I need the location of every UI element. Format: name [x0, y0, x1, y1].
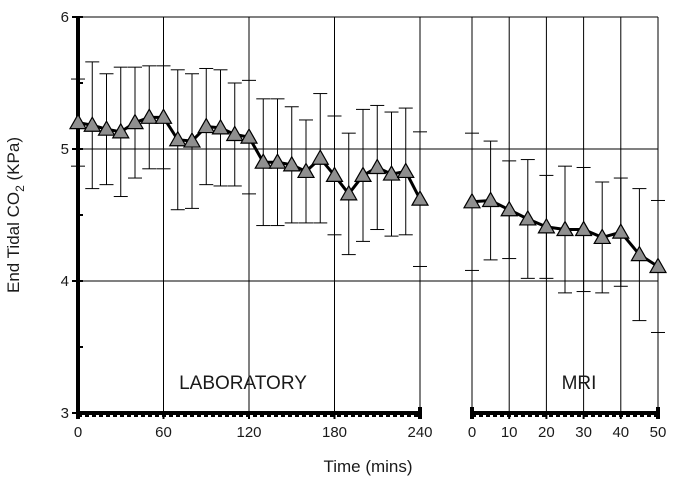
x-tick-label: 240	[407, 424, 432, 441]
data-point	[630, 245, 649, 262]
y-axis-label: End Tidal CO2 (KPa)	[4, 137, 27, 293]
data-point	[282, 155, 301, 172]
data-point	[368, 158, 387, 175]
x-tick-label: 10	[501, 424, 518, 441]
x-tick-label: 120	[236, 424, 261, 441]
data-series	[68, 61, 668, 333]
data-point	[593, 228, 612, 245]
data-point	[574, 220, 593, 237]
x-tick-label: 0	[468, 424, 476, 441]
data-point	[311, 149, 330, 165]
data-point	[648, 257, 668, 274]
axes	[72, 16, 660, 419]
x-axis-label: Time (mins)	[323, 457, 412, 476]
x-tick-label: 30	[575, 424, 592, 441]
y-tick-label: 5	[61, 141, 69, 158]
y-tick-label: 3	[61, 405, 69, 422]
data-point	[325, 166, 344, 182]
data-point	[197, 117, 216, 134]
x-tick-label: 20	[538, 424, 555, 441]
y-tick-label: 6	[61, 9, 69, 26]
data-point	[211, 118, 230, 135]
data-point	[111, 122, 130, 139]
data-point	[140, 108, 159, 124]
data-point	[154, 108, 173, 124]
x-tick-label: 0	[74, 424, 82, 441]
data-point	[353, 166, 373, 182]
data-point	[68, 113, 88, 130]
data-point	[296, 162, 316, 179]
data-point	[225, 125, 244, 142]
data-point	[611, 222, 630, 239]
data-point	[239, 127, 259, 144]
x-tick-label: 50	[650, 424, 667, 441]
data-point	[410, 189, 430, 206]
data-point	[500, 200, 519, 217]
data-point	[268, 152, 287, 169]
data-point	[182, 131, 202, 148]
data-point	[382, 164, 401, 181]
y-axis-label-main: End Tidal CO	[4, 192, 23, 293]
data-point	[254, 152, 273, 169]
data-point	[462, 192, 482, 209]
panel-label: MRI	[562, 373, 597, 394]
data-point	[396, 162, 415, 179]
x-tick-label: 60	[155, 424, 172, 441]
data-point	[339, 184, 358, 201]
data-point	[518, 209, 537, 226]
y-tick-label: 4	[61, 273, 69, 290]
y-axis-label-unit: (KPa)	[4, 137, 23, 185]
data-point	[555, 220, 575, 237]
data-point	[168, 130, 187, 147]
data-point	[125, 113, 145, 130]
data-point	[481, 191, 500, 208]
data-point	[97, 119, 116, 136]
y-axis-label-subscript: 2	[13, 185, 27, 192]
panel-label: LABORATORY	[179, 373, 307, 394]
data-point	[83, 116, 102, 132]
x-tick-label: 180	[322, 424, 347, 441]
grid-lines	[78, 17, 659, 413]
data-point	[537, 217, 556, 234]
x-tick-label: 40	[612, 424, 629, 441]
